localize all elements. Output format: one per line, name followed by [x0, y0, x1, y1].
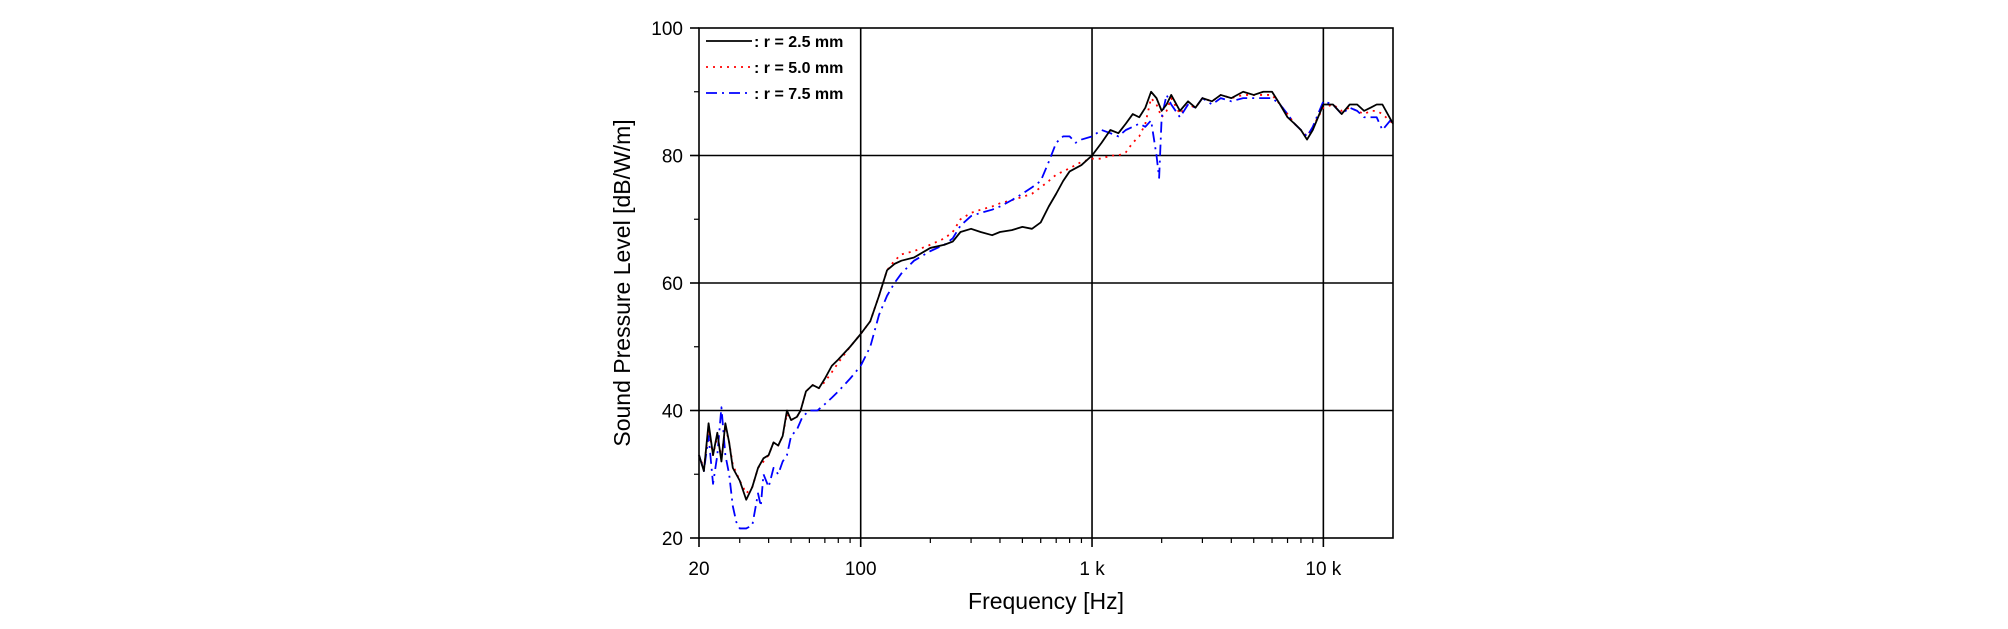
series-line-1 — [698, 90, 1394, 501]
y-tick-label: 80 — [662, 147, 683, 168]
legend-label-3: : r = 7.5 mm — [754, 86, 843, 103]
x-tick-label: 10 k — [1305, 559, 1341, 580]
series-line-2 — [698, 94, 1394, 495]
series-line-3 — [698, 94, 1394, 530]
legend-label-2: : r = 5.0 mm — [754, 60, 843, 77]
y-axis-title: Sound Pressure Level [dB/W/m] — [609, 119, 635, 446]
y-tick-label: 40 — [662, 402, 683, 423]
x-tick-label: 20 — [688, 559, 709, 580]
y-tick-label: 60 — [662, 274, 683, 295]
x-axis-title: Frequency [Hz] — [968, 588, 1124, 614]
grid-lines — [699, 28, 1393, 538]
x-tick-label: 1 k — [1079, 559, 1105, 580]
series-lines — [698, 90, 1394, 530]
axis-ticks — [690, 27, 1325, 547]
y-tick-label: 20 — [662, 529, 683, 550]
legend-label-1: : r = 2.5 mm — [754, 34, 843, 51]
tick-labels: 20 100 1 k 10 k 20 40 60 80 100 — [651, 19, 1342, 580]
x-tick-label: 100 — [845, 559, 877, 580]
legend: : r = 2.5 mm : r = 5.0 mm : r = 7.5 mm — [706, 34, 843, 103]
y-tick-label: 100 — [651, 19, 683, 40]
